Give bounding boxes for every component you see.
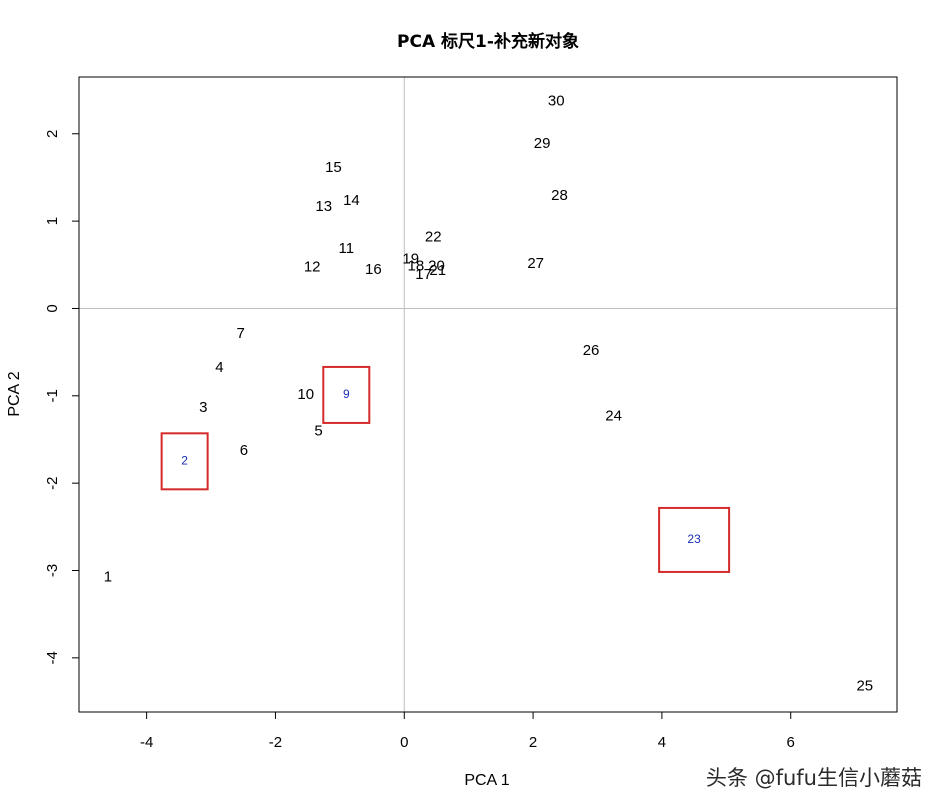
point-label: 13: [315, 198, 332, 215]
point-label: 12: [304, 258, 321, 275]
point-label: 15: [325, 159, 342, 176]
x-axis-label: PCA 1: [464, 772, 509, 789]
supplementary-box: [160, 432, 209, 491]
point-label: 27: [527, 255, 544, 272]
point-label: 26: [583, 342, 600, 359]
y-tick-label: -1: [44, 389, 61, 402]
x-axis-ticks: -4 -2 0 2 4 6: [140, 711, 795, 751]
y-tick-label: 0: [44, 304, 61, 312]
supplementary-point-label: 9: [343, 387, 350, 401]
point-label: 4: [215, 359, 223, 376]
supplementary-box: [322, 365, 371, 424]
point-label: 30: [548, 92, 565, 109]
point-label: 3: [199, 399, 207, 416]
point-label: 1: [104, 568, 112, 585]
x-tick-label: 6: [787, 734, 795, 751]
point-label: 5: [314, 423, 322, 440]
point-label: 7: [236, 325, 244, 342]
y-tick-label: 1: [44, 217, 61, 225]
reference-lines: [79, 77, 897, 712]
point-label: 10: [297, 386, 314, 403]
x-tick-label: -2: [269, 734, 282, 751]
point-label: 21: [429, 262, 446, 279]
watermark-text: 头条 @fufu生信小蘑菇: [705, 766, 922, 790]
supplementary-point-label: 23: [687, 532, 701, 546]
y-axis-ticks: -4 -3 -2 -1 0 1 2: [44, 130, 80, 665]
x-tick-label: 0: [400, 734, 408, 751]
point-label: 28: [551, 187, 568, 204]
y-tick-label: -3: [44, 564, 61, 577]
point-label: 18: [408, 258, 425, 275]
plot-frame: [78, 76, 898, 713]
point-label: 29: [534, 135, 551, 152]
y-tick-label: -2: [44, 476, 61, 489]
point-label: 22: [425, 229, 442, 246]
point-label: 19: [402, 251, 419, 268]
x-tick-label: -4: [140, 734, 153, 751]
point-label: 17: [415, 266, 432, 283]
supplementary-box: [658, 506, 731, 573]
y-tick-label: 2: [44, 130, 61, 138]
point-label: 20: [428, 258, 445, 275]
point-label: 11: [339, 240, 355, 257]
point-label: 16: [365, 261, 382, 278]
x-tick-label: 4: [658, 734, 666, 751]
x-tick-label: 2: [529, 734, 537, 751]
supplementary-highlights: 2 9 23: [160, 365, 731, 573]
y-tick-label: -4: [44, 651, 61, 664]
chart-title: PCA 标尺1-补充新对象: [397, 31, 579, 52]
point-label: 24: [605, 408, 622, 425]
supplementary-point-label: 2: [181, 453, 188, 467]
point-label: 25: [856, 678, 873, 695]
point-label: 6: [240, 442, 248, 459]
point-label: 14: [343, 192, 360, 209]
y-axis-label: PCA 2: [6, 371, 23, 416]
